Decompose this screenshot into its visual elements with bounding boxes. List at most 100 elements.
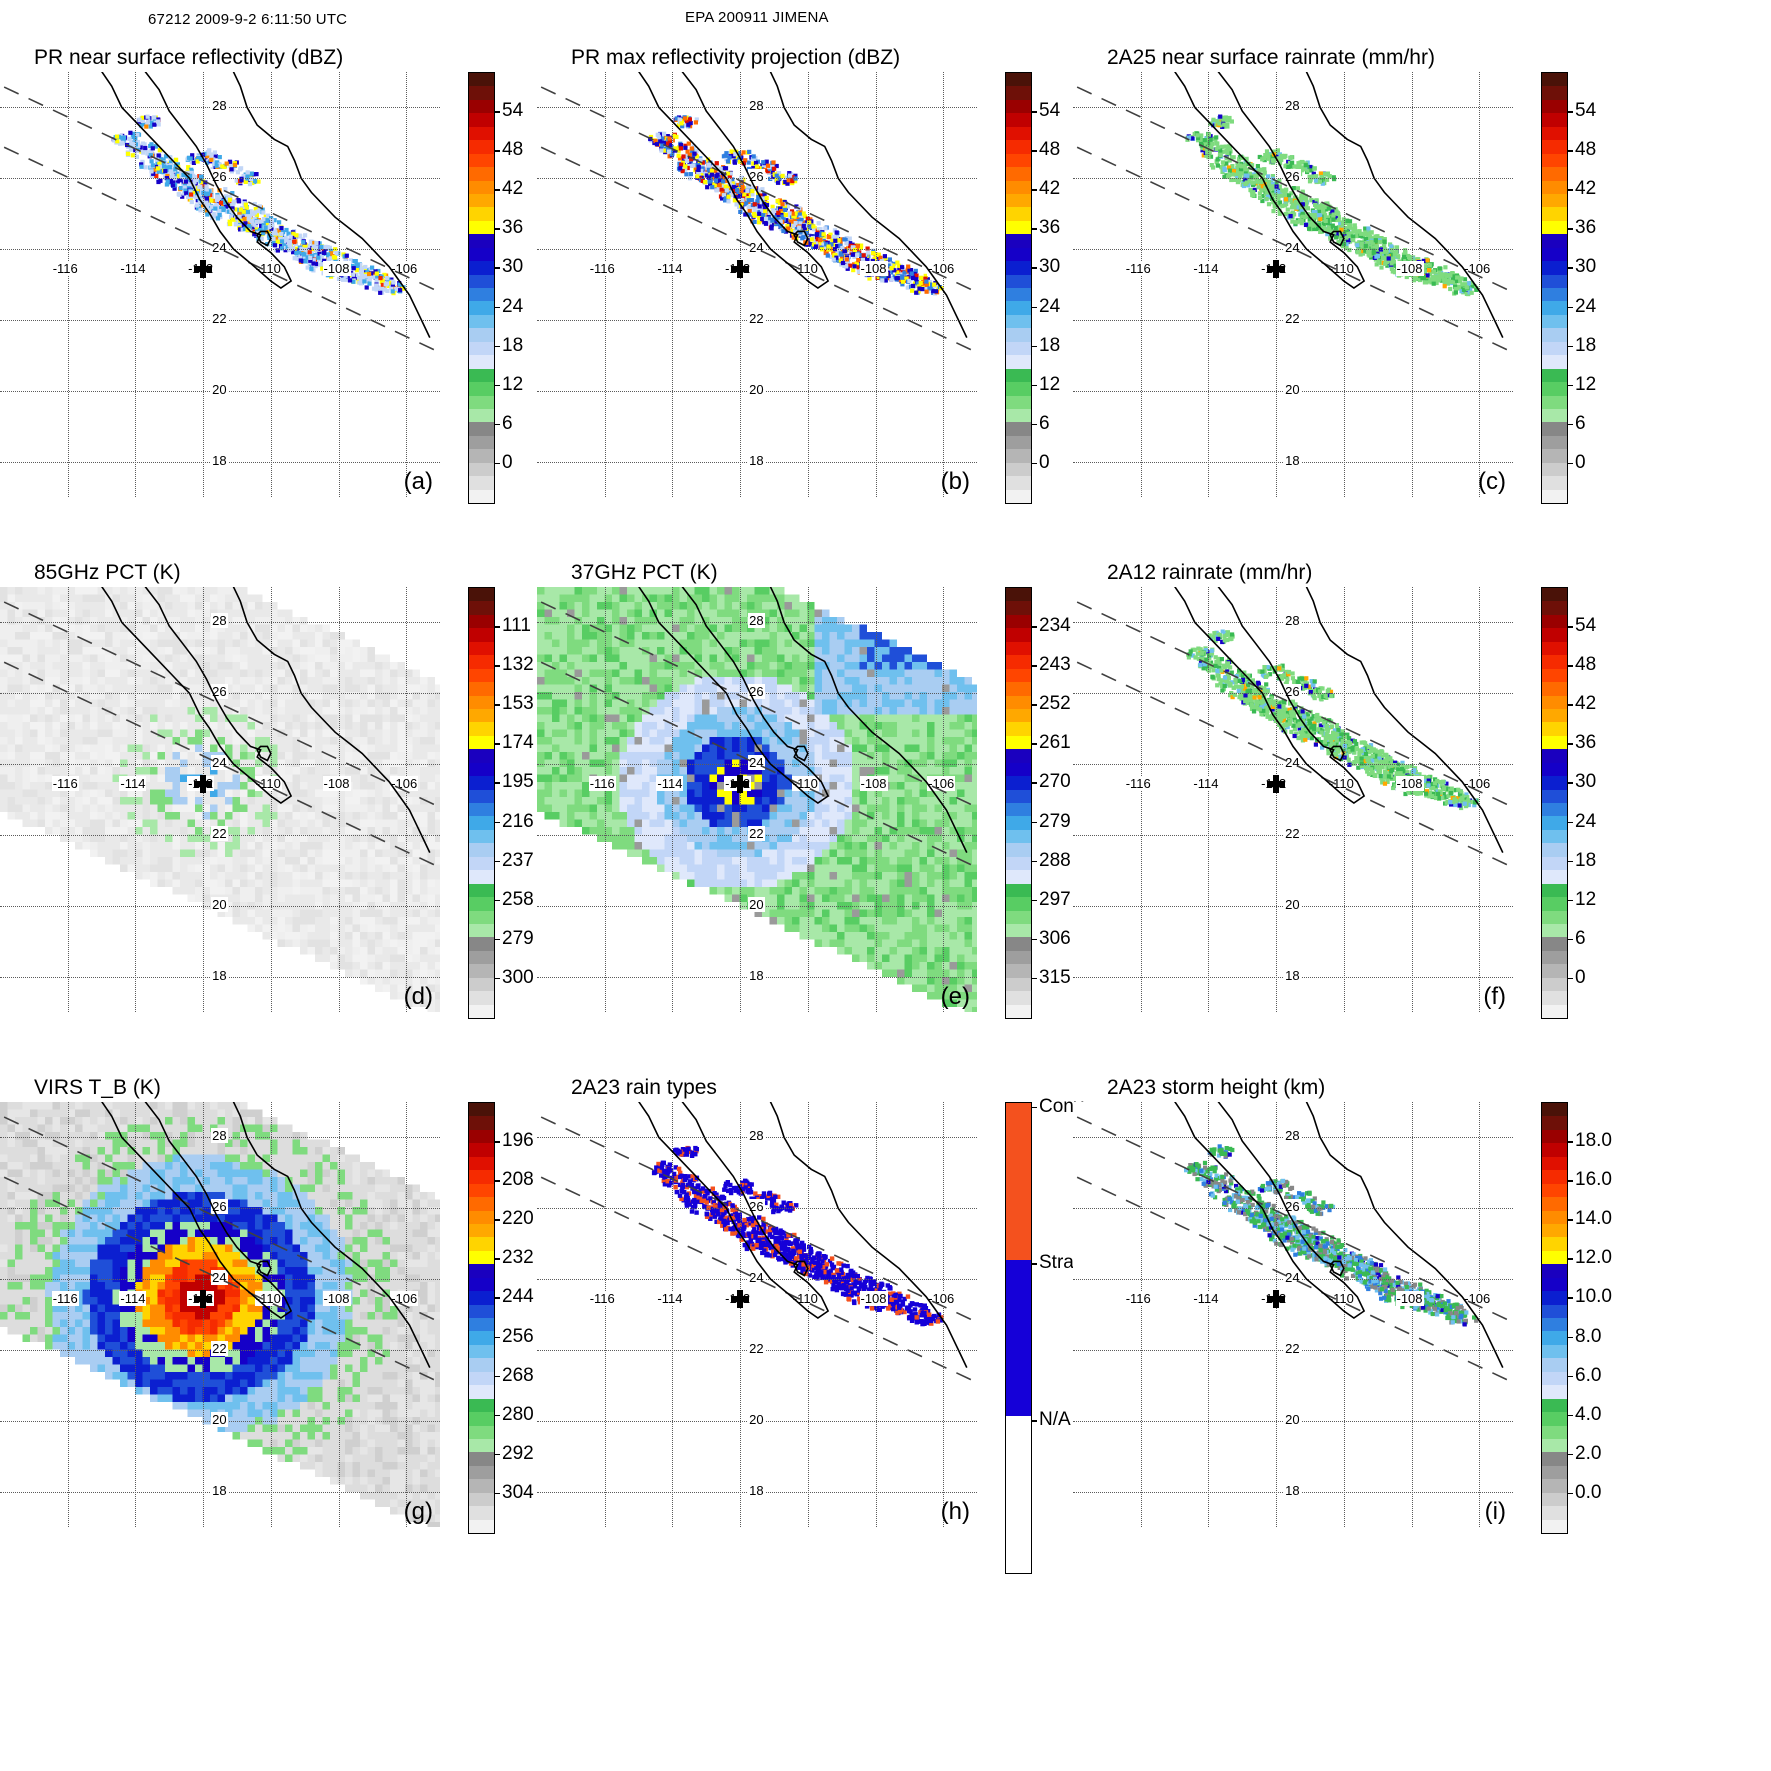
lat-tick-label: 22 <box>211 825 228 841</box>
colorbar-segment <box>1542 843 1567 857</box>
colorbar-segment <box>1006 695 1031 709</box>
colorbar-tick-label: 8.0 <box>1566 1325 1602 1347</box>
colorbar-segment <box>469 870 494 884</box>
lat-tick-label: 24 <box>211 755 228 771</box>
lon-tick-label: -116 <box>1124 1290 1152 1306</box>
colorbar-segment <box>1542 829 1567 844</box>
lat-tick-label: 18 <box>748 967 765 983</box>
panel-f: 2A12 rainrate (mm/hr) -116 -114 -112 -110 -10… <box>1073 535 1618 1055</box>
colorbar-segment <box>1542 1425 1567 1439</box>
colorbar-tick-label: 12.0 <box>1567 1247 1612 1269</box>
colorbar-segment <box>469 749 494 763</box>
map-canvas[interactable]: -116 -114 -112 -110 -108 -106 18 20 22 24 26 28 <box>0 72 440 497</box>
lat-tick-label: 28 <box>748 98 765 114</box>
lat-tick-label: 24 <box>748 1270 765 1286</box>
colorbar-segment <box>1542 1197 1567 1211</box>
colorbar-segment <box>469 234 494 248</box>
colorbar-segment <box>469 937 494 951</box>
lon-tick-label: -108 <box>322 1290 351 1306</box>
map-canvas[interactable]: -116 -114 -112 -110 -108 -106 18 20 22 24 26 28 <box>1073 1102 1513 1527</box>
grid-line-lon <box>1411 72 1413 497</box>
map-canvas[interactable]: -116 -114 -112 -110 -108 -106 18 20 22 24 26 28 <box>1073 72 1513 497</box>
grid-line-lon <box>203 72 205 497</box>
colorbar-segment <box>469 314 494 329</box>
colorbar-tick-label: 30 <box>493 256 524 278</box>
colorbar-segment <box>1006 1004 1031 1018</box>
colorbar-segment <box>1542 1304 1567 1318</box>
colorbar-segment <box>1006 153 1031 168</box>
colorbar-segment <box>469 977 494 992</box>
lat-tick-label: 20 <box>211 896 228 912</box>
colorbar-tick-label: 24 <box>493 295 524 317</box>
lat-tick-label: 20 <box>748 896 765 912</box>
grid-line-lon <box>1479 587 1481 1012</box>
panel-title: PR max reflectivity projection (dBZ) <box>571 46 901 69</box>
colorbar-segment <box>469 1385 494 1399</box>
coastline-and-swath <box>537 72 977 354</box>
colorbar-tick-label: 297 <box>1031 888 1071 910</box>
colorbar-segment <box>469 628 494 642</box>
lat-tick-label: 22 <box>1284 825 1301 841</box>
lon-tick-label: -116 <box>588 775 616 791</box>
colorbar-tick-label: 111 <box>494 615 531 637</box>
colorbar-segment <box>469 126 494 141</box>
map-canvas[interactable]: -116 -114 -112 -110 -108 -106 18 20 22 24 26 28 <box>0 1102 440 1527</box>
map-canvas[interactable]: -116 -114 -112 -110 -108 -106 18 20 22 24 26 28 <box>537 72 977 497</box>
colorbar-segment <box>1006 628 1031 642</box>
storm-center-marker <box>731 259 750 278</box>
map-canvas[interactable]: -116 -114 -112 -110 -108 -106 18 20 22 24 26 28 <box>537 1102 977 1527</box>
colorbar-segment <box>469 288 494 302</box>
lat-tick-label: 20 <box>211 1411 228 1427</box>
grid-line-lon <box>1343 1102 1345 1527</box>
colorbar-segment <box>469 1156 494 1171</box>
grid-line-lon <box>406 72 408 497</box>
map-canvas[interactable]: -116 -114 -112 -110 -108 -106 18 20 22 24 26 28 <box>1073 587 1513 1012</box>
colorbar-segment <box>1542 897 1567 911</box>
colorbar-segment <box>1006 355 1031 369</box>
colorbar-segment <box>1542 395 1567 409</box>
colorbar-segment <box>469 1331 494 1345</box>
colorbar-segment <box>1006 435 1031 450</box>
colorbar-tick-label: 54 <box>1566 100 1597 122</box>
grid-line-lon <box>135 1102 137 1527</box>
grid-line-lon <box>875 587 877 1012</box>
colorbar-segment <box>1542 950 1567 965</box>
colorbar-segment <box>1542 991 1567 1005</box>
colorbar-segment <box>1542 1519 1567 1533</box>
colorbar-segment <box>1006 328 1031 342</box>
colorbar-segment <box>1542 1210 1567 1224</box>
colorbar-segment <box>469 1425 494 1439</box>
colorbar-segment <box>469 950 494 965</box>
colorbar-segment <box>469 207 494 221</box>
data-field <box>111 114 406 296</box>
panel-title: PR near surface reflectivity (dBZ) <box>34 46 344 69</box>
colorbar-tick-label: 243 <box>1031 654 1071 676</box>
colorbar-tick-label: 6.0 <box>1566 1364 1602 1386</box>
colorbar-tick-label: 42 <box>1566 178 1597 200</box>
lat-tick-label: 22 <box>211 1340 228 1356</box>
lat-tick-label: 20 <box>1284 1411 1301 1427</box>
colorbar-segment <box>1542 301 1567 315</box>
colorbar-segment <box>1542 789 1567 803</box>
colorbar-segment <box>1006 382 1031 396</box>
lat-tick-label: 22 <box>1284 310 1301 326</box>
colorbar-segment <box>469 247 494 262</box>
grid-line-lon <box>135 587 137 1012</box>
lon-tick-label: -116 <box>51 775 79 791</box>
grid-line-lon <box>604 1102 606 1527</box>
colorbar-segment <box>469 1358 494 1372</box>
colorbar-segment <box>1542 1129 1567 1144</box>
map-canvas[interactable]: -116 -114 -112 -110 -108 -106 18 20 22 24 26 28 <box>0 587 440 1012</box>
colorbar-tick-label: 261 <box>1031 732 1071 754</box>
colorbar-segment <box>1542 99 1567 114</box>
colorbar-segment <box>1006 408 1031 423</box>
map-canvas[interactable]: -116 -114 -112 -110 -108 -106 18 20 22 24 26 28 <box>537 587 977 1012</box>
colorbar-segment <box>469 73 494 87</box>
panel-title: 2A23 storm height (km) <box>1107 1076 1326 1099</box>
colorbar-segment <box>469 1412 494 1426</box>
colorbar-segment <box>469 843 494 857</box>
colorbar-tick-label: 306 <box>1031 927 1071 949</box>
colorbar-segment <box>1006 816 1031 830</box>
colorbar-segment <box>469 588 494 602</box>
colorbar-tick-label: 6 <box>1567 927 1586 949</box>
